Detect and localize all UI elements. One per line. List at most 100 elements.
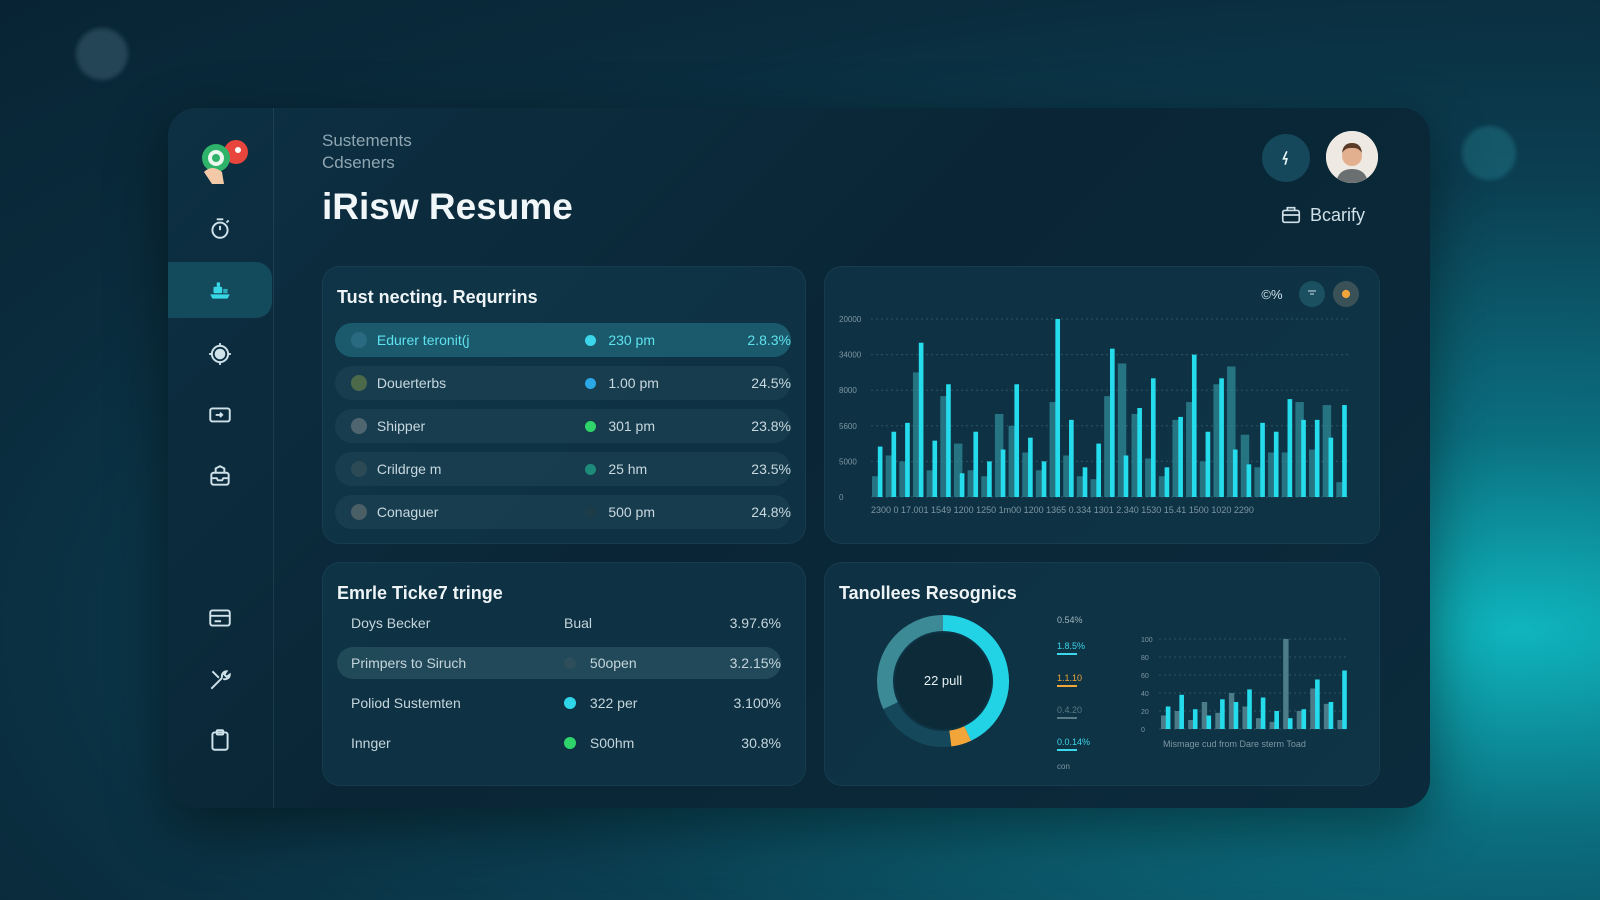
- avatar[interactable]: [1326, 131, 1378, 183]
- schedule-row[interactable]: Crildrge m 25 hm 23.5%: [335, 452, 791, 486]
- mini-bar-series-b: [1287, 718, 1293, 729]
- schedule-row[interactable]: Conaguer 500 pm 24.8%: [335, 495, 791, 529]
- mini-bar-series-a: [1174, 711, 1180, 729]
- schedule-row[interactable]: Shipper 301 pm 23.8%: [335, 409, 791, 443]
- status-dot: [585, 334, 597, 346]
- mini-bar-series-b: [1247, 689, 1252, 729]
- bar-series-a: [1309, 449, 1318, 497]
- legend-label: 0.0.14%: [1057, 737, 1090, 747]
- bar-series-b: [1137, 408, 1142, 497]
- mini-bar-series-b: [1301, 709, 1307, 729]
- bar-series-a: [967, 470, 977, 497]
- bar-series-b: [1273, 431, 1279, 497]
- avatar-photo: [1326, 131, 1378, 183]
- status-dot: [563, 657, 576, 669]
- bar-series-b: [1164, 467, 1170, 497]
- y-tick-label: 0: [839, 493, 844, 502]
- legend-swatch: [1057, 653, 1077, 655]
- donut-chart: [877, 615, 1009, 747]
- filter-icon: [1308, 290, 1316, 295]
- bar-series-a: [1145, 458, 1154, 497]
- bar-series-b: [959, 473, 965, 497]
- percent-toggle[interactable]: ©%: [1261, 286, 1283, 302]
- sidebar-item-tools[interactable]: [168, 652, 272, 708]
- bar-series-a: [1281, 452, 1291, 497]
- sidebar-item-sun[interactable]: [168, 326, 272, 382]
- row-time: 1.00 pm: [608, 375, 659, 391]
- ticket-row[interactable]: Poliod Sustemten 322 per 3.100%: [337, 687, 781, 719]
- ticket-row[interactable]: Primpers to Siruch 50open 3.2.15%: [337, 647, 781, 679]
- bar-series-a: [1063, 455, 1072, 497]
- schedule-row[interactable]: Edurer teronit(j 230 pm 2.8.3%: [335, 323, 791, 357]
- bokeh-light: [76, 28, 128, 80]
- alert-icon: [1341, 289, 1351, 299]
- tools-icon: [210, 670, 231, 690]
- bar-series-b: [1178, 416, 1183, 497]
- bar-series-b: [1246, 464, 1252, 497]
- bar-series-a: [1268, 452, 1277, 497]
- app-logo: [202, 140, 248, 184]
- bar-series-b: [1328, 437, 1334, 497]
- export-action-label: Bcarify: [1310, 204, 1366, 225]
- bar-series-a: [1227, 366, 1236, 497]
- export-action[interactable]: Bcarify: [1280, 204, 1365, 226]
- bar-series-b: [1014, 384, 1020, 497]
- row-marker: [351, 418, 367, 434]
- ticket-header-row: Doys Becker Bual 3.97.6%: [337, 607, 781, 639]
- bar-series-a: [1022, 452, 1031, 497]
- resource-card-title: Tanollees Resognics: [839, 583, 1017, 603]
- sidebar-item-clipboard[interactable]: [168, 712, 272, 768]
- bar-series-b: [1301, 419, 1306, 497]
- row-percent: 24.8%: [751, 504, 791, 520]
- bar-series-a: [1076, 476, 1086, 497]
- y-tick-label: 5600: [839, 422, 857, 431]
- sidebar-item-inbox[interactable]: [168, 448, 272, 504]
- donut-center-label: 22 pull: [924, 673, 962, 688]
- legend-swatch: [1057, 749, 1077, 751]
- sidebar-item-card[interactable]: [168, 590, 272, 646]
- filter-button[interactable]: [1299, 281, 1325, 307]
- clipboard-icon: [211, 729, 229, 751]
- resource-card: Tanollees Resognics 22 pull 0.54% 1.8.5% 1…: [824, 562, 1380, 786]
- bar-series-b: [905, 422, 910, 497]
- bar-series-a: [1008, 425, 1018, 497]
- bar-series-a: [1295, 402, 1304, 497]
- header-subtitle: Sustements Cdseners: [322, 130, 412, 174]
- sidebar-item-ship[interactable]: [168, 262, 272, 318]
- bar-series-a: [940, 396, 949, 497]
- y-tick-label: 8000: [839, 386, 857, 395]
- bar-series-a: [899, 461, 908, 497]
- bar-series-b: [877, 446, 883, 497]
- sidebar-item-monitor[interactable]: [168, 388, 272, 444]
- bar-series-a: [1336, 482, 1345, 497]
- resource-charts: 22 pull 0.54% 1.8.5% 1.1.10 0.4.20 0.0.14% co…: [877, 615, 1349, 771]
- sidebar-item-timer[interactable]: [168, 200, 272, 256]
- bar-series-b: [973, 431, 979, 497]
- bar-series-a: [1117, 363, 1127, 497]
- donut-segment: [883, 701, 952, 747]
- mini-bar-series-b: [1260, 697, 1266, 729]
- ticket-row[interactable]: Innger S00hm 30.8%: [337, 727, 781, 759]
- row-name: Douerterbs: [376, 375, 447, 391]
- ticket-header-time: Bual: [564, 615, 593, 631]
- mini-bar-series-b: [1220, 699, 1225, 729]
- bar-series-b: [1041, 461, 1047, 497]
- alert-button[interactable]: [1333, 281, 1359, 307]
- row-percent: 23.5%: [751, 461, 791, 477]
- bar-series-a: [1213, 384, 1222, 497]
- legend-footer: con: [1057, 762, 1070, 771]
- mini-bar-series-a: [1337, 720, 1343, 729]
- mini-bar-series-b: [1274, 711, 1279, 729]
- page-title: iRisw Resume: [322, 186, 573, 227]
- bar-series-b: [1096, 443, 1101, 497]
- schedule-card-title: Tust necting. Requrrins: [337, 287, 538, 307]
- y-tick-label: 80: [1141, 655, 1149, 662]
- mini-bar-series-b: [1165, 706, 1171, 729]
- bar-series-a: [1254, 467, 1263, 497]
- row-marker: [351, 375, 367, 391]
- row-percent: 2.8.3%: [747, 332, 791, 348]
- quick-action-button[interactable]: [1262, 134, 1310, 182]
- schedule-row[interactable]: Douerterbs 1.00 pm 24.5%: [335, 366, 791, 400]
- sidebar: [168, 108, 274, 808]
- bar-series-b: [1260, 422, 1265, 497]
